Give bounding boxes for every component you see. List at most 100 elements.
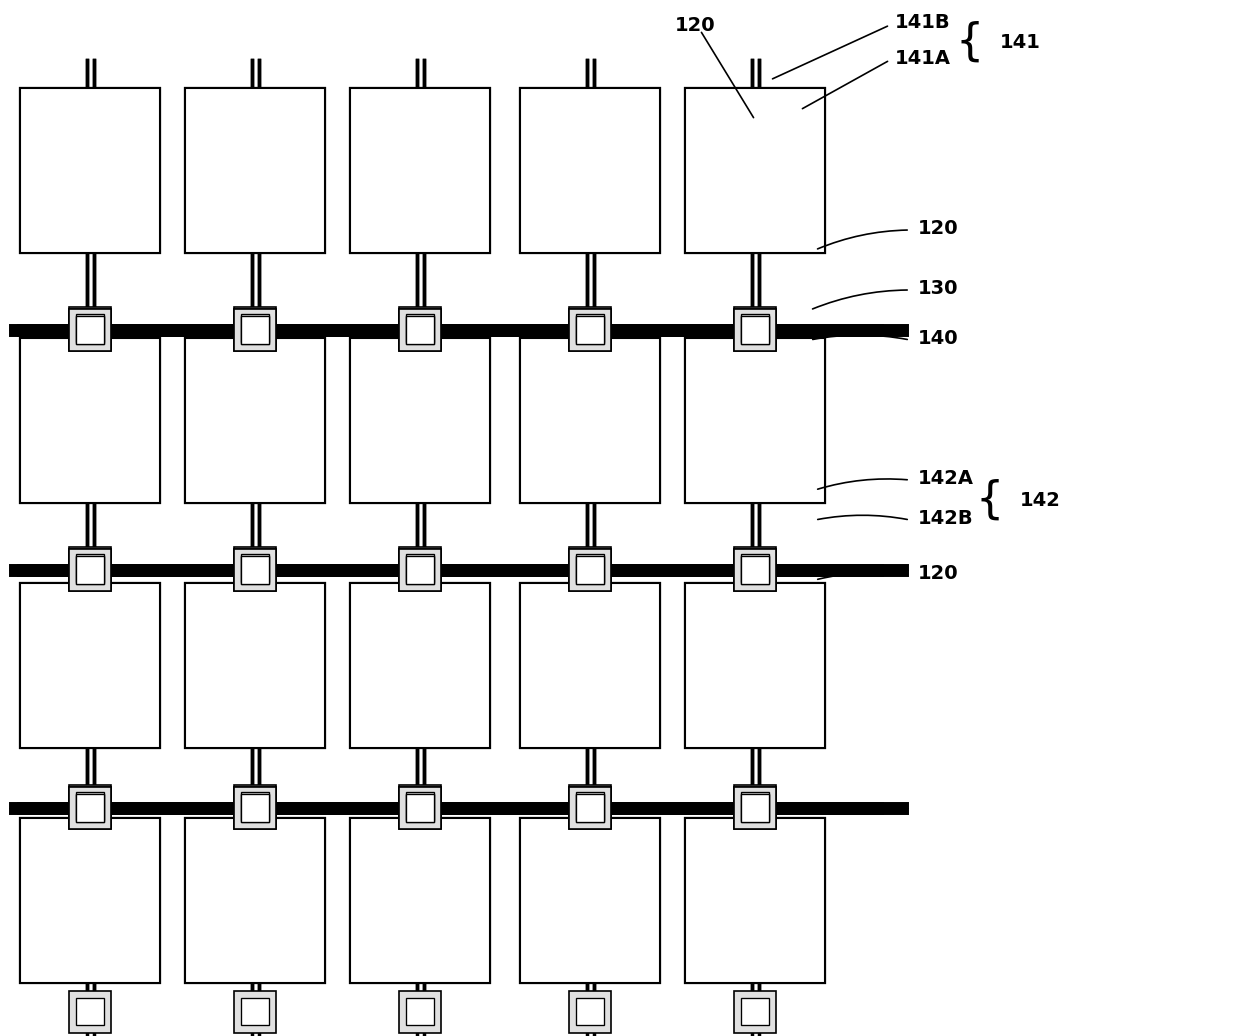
Bar <box>399 787 441 829</box>
Bar <box>20 87 160 253</box>
Text: 141: 141 <box>999 32 1040 52</box>
Bar <box>399 309 441 351</box>
Bar <box>407 795 434 822</box>
Bar <box>742 795 769 822</box>
Bar <box>20 817 160 982</box>
Bar <box>69 309 112 351</box>
Bar <box>399 990 441 1033</box>
Bar <box>399 785 441 827</box>
Bar <box>350 582 490 748</box>
Bar <box>684 87 825 253</box>
Bar <box>684 817 825 982</box>
Bar <box>734 990 776 1033</box>
Bar <box>350 582 490 748</box>
Bar <box>20 338 160 502</box>
Bar <box>407 793 434 819</box>
Bar <box>734 307 776 349</box>
Bar <box>185 817 325 982</box>
Bar <box>407 556 434 583</box>
Bar <box>77 316 104 344</box>
Bar <box>20 338 160 502</box>
Bar <box>350 817 490 982</box>
Bar <box>520 338 660 502</box>
Bar <box>684 582 825 748</box>
Text: 120: 120 <box>918 564 959 582</box>
Bar <box>399 309 441 351</box>
Bar <box>77 795 104 822</box>
Bar <box>350 87 490 253</box>
Bar <box>234 787 277 829</box>
Bar <box>734 785 776 827</box>
Bar <box>69 785 112 827</box>
Bar <box>569 990 611 1033</box>
Bar <box>242 556 269 583</box>
Bar <box>242 556 269 583</box>
Bar <box>20 817 160 982</box>
Bar <box>77 554 104 581</box>
Bar <box>20 817 160 982</box>
Bar <box>185 817 325 982</box>
Bar <box>234 990 277 1033</box>
Bar <box>20 87 160 253</box>
Bar <box>234 307 277 349</box>
Bar <box>69 787 112 829</box>
Bar <box>569 787 611 829</box>
Bar <box>407 998 434 1026</box>
Bar <box>407 316 434 344</box>
Bar <box>69 547 112 589</box>
Bar <box>234 549 277 591</box>
Bar <box>684 338 825 502</box>
Bar <box>734 309 776 351</box>
Bar <box>520 582 660 748</box>
Bar <box>20 582 160 748</box>
Bar <box>520 87 660 253</box>
Bar <box>407 316 434 344</box>
Bar <box>684 87 825 253</box>
Bar <box>185 582 325 748</box>
Bar <box>77 316 104 344</box>
Bar <box>569 547 611 589</box>
Bar <box>234 309 277 351</box>
Bar <box>734 549 776 591</box>
Bar <box>69 307 112 349</box>
Bar <box>185 817 325 982</box>
Bar <box>684 87 825 253</box>
Bar <box>77 556 104 583</box>
Bar <box>684 817 825 982</box>
Bar <box>569 785 611 827</box>
Bar <box>742 795 769 822</box>
Bar <box>69 309 112 351</box>
Bar <box>407 314 434 342</box>
Bar <box>234 787 277 829</box>
Bar <box>185 338 325 502</box>
Bar <box>684 582 825 748</box>
Bar <box>569 549 611 591</box>
Bar <box>20 582 160 748</box>
Bar <box>20 338 160 502</box>
Bar <box>684 817 825 982</box>
Bar <box>350 338 490 502</box>
Bar <box>520 817 660 982</box>
Bar <box>399 307 441 349</box>
Bar <box>742 556 769 583</box>
Bar <box>569 549 611 591</box>
Bar <box>520 87 660 253</box>
Bar <box>569 787 611 829</box>
Bar <box>742 554 769 581</box>
Bar <box>77 998 104 1026</box>
Text: 120: 120 <box>675 16 715 34</box>
Text: 140: 140 <box>918 328 959 347</box>
Bar <box>69 990 112 1033</box>
Bar <box>520 817 660 982</box>
Bar <box>399 787 441 829</box>
Bar <box>350 87 490 253</box>
Bar <box>684 338 825 502</box>
Text: {: { <box>956 21 985 63</box>
Bar <box>577 556 604 583</box>
Bar <box>577 795 604 822</box>
Bar <box>234 549 277 591</box>
Bar <box>742 793 769 819</box>
Bar <box>577 316 604 344</box>
Bar <box>520 338 660 502</box>
Bar <box>569 309 611 351</box>
